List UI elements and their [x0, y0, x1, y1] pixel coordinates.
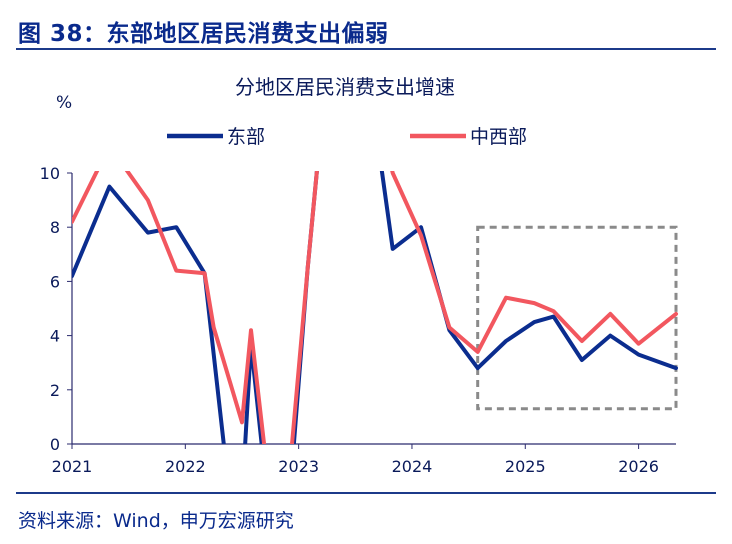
line-chart: 分地区居民消费支出增速 % 东部 中西部 0 2 4 6 8 10 2021 2022 2023 2…: [40, 75, 678, 476]
x-tick-label: 2025: [505, 457, 546, 476]
x-tick-label: 2022: [165, 457, 206, 476]
series-layer: [72, 171, 678, 444]
figure-title: 图 38：东部地区居民消费支出偏弱: [18, 21, 389, 47]
x-tick-label: 2024: [392, 457, 433, 476]
highlight-box: [476, 225, 678, 411]
y-tick-label: 0: [50, 435, 60, 454]
highlight-box-layer: [476, 225, 678, 411]
source-note: 资料来源：Wind，申万宏源研究: [18, 510, 294, 532]
series-line-1: [72, 171, 678, 444]
y-tick-label: 6: [50, 272, 60, 291]
legend: 东部 中西部: [167, 126, 527, 148]
x-tick-label: 2021: [52, 457, 93, 476]
y-tick-label: 2: [50, 381, 60, 400]
axes: 0 2 4 6 8 10 2021 2022 2023 2024 2025 2026: [40, 164, 676, 476]
legend-label: 东部: [227, 126, 265, 148]
x-tick-label: 2026: [618, 457, 659, 476]
bottom-rule: [16, 492, 716, 494]
x-tick-label: 2023: [278, 457, 319, 476]
chart-title: 分地区居民消费支出增速: [235, 75, 455, 99]
y-axis-unit-label: %: [56, 93, 72, 113]
top-rule: [16, 48, 716, 50]
y-tick-label: 10: [40, 164, 60, 183]
series-line-0: [72, 171, 678, 444]
y-tick-label: 8: [50, 218, 60, 237]
legend-label: 中西部: [470, 126, 527, 148]
y-tick-label: 4: [50, 327, 60, 346]
